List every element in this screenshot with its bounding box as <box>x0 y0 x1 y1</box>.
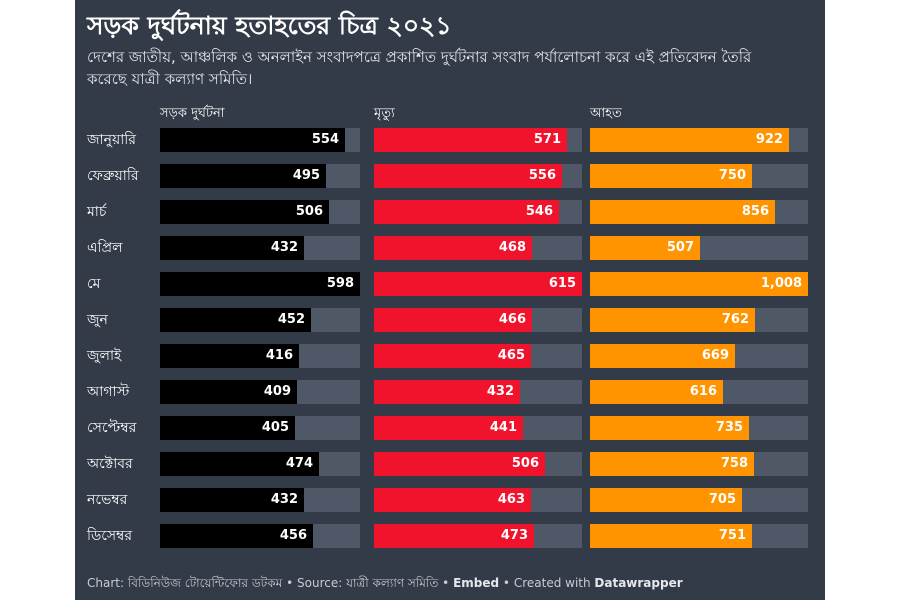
bar-deaths: 615 <box>374 272 582 296</box>
bar-deaths: 465 <box>374 344 531 368</box>
column-header-injured: আহত <box>590 106 622 121</box>
footer-chart-credit: Chart: বিডিনিউজ টোয়েন্টিফোর ডটকম <box>87 576 283 590</box>
footer-separator: • <box>438 576 454 590</box>
bar-injured: 751 <box>590 524 752 548</box>
bar-accidents: 506 <box>160 200 329 224</box>
row-label: মে <box>87 276 101 292</box>
bar-accidents: 554 <box>160 128 345 152</box>
bar-injured: 750 <box>590 164 752 188</box>
column-header-accidents: সড়ক দুর্ঘটনা <box>160 106 225 121</box>
bar-deaths: 432 <box>374 380 520 404</box>
row-label: অক্টোবর <box>87 456 133 472</box>
bar-deaths: 468 <box>374 236 532 260</box>
bar-injured: 758 <box>590 452 754 476</box>
row-label: সেপ্টেম্বর <box>87 420 137 436</box>
bar-accidents: 495 <box>160 164 326 188</box>
footer-embed-link[interactable]: Embed <box>453 576 500 590</box>
chart-title: সড়ক দুর্ঘটনায় হতাহতের চিত্র ২০২১ <box>87 11 452 40</box>
row-label: জুন <box>87 312 108 328</box>
bar-accidents: 474 <box>160 452 319 476</box>
bar-injured: 669 <box>590 344 735 368</box>
chart-panel: সড়ক দুর্ঘটনায় হতাহতের চিত্র ২০২১ দেশের… <box>75 0 825 600</box>
bar-injured: 616 <box>590 380 723 404</box>
bar-injured: 922 <box>590 128 789 152</box>
bar-accidents: 452 <box>160 308 311 332</box>
bar-deaths: 441 <box>374 416 523 440</box>
row-label: জানুয়ারি <box>87 132 136 148</box>
row-label: এপ্রিল <box>87 240 123 256</box>
bar-accidents: 416 <box>160 344 299 368</box>
row-label: আগাস্ট <box>87 384 130 400</box>
row-label: ফেব্রুয়ারি <box>87 168 139 184</box>
chart-footer: Chart: বিডিনিউজ টোয়েন্টিফোর ডটকম • Sour… <box>87 575 683 595</box>
footer-source: Source: যাত্রী কল্যাণ সমিতি <box>297 576 439 590</box>
row-label: মার্চ <box>87 204 107 220</box>
bar-injured: 735 <box>590 416 749 440</box>
bar-injured: 705 <box>590 488 742 512</box>
bar-accidents: 432 <box>160 488 304 512</box>
bar-accidents: 409 <box>160 380 297 404</box>
bar-injured: 856 <box>590 200 775 224</box>
chart-subtitle: দেশের জাতীয়, আঞ্চলিক ও অনলাইন সংবাদপত্র… <box>87 48 752 88</box>
footer-separator: • <box>499 576 514 590</box>
bar-injured: 1,008 <box>590 272 808 296</box>
bar-accidents: 432 <box>160 236 304 260</box>
bar-accidents: 456 <box>160 524 313 548</box>
bar-deaths: 473 <box>374 524 534 548</box>
column-header-deaths: মৃত্যু <box>374 106 395 121</box>
bar-accidents: 405 <box>160 416 295 440</box>
footer-datawrapper-link[interactable]: Datawrapper <box>594 576 683 590</box>
row-label: নভেম্বর <box>87 492 128 508</box>
bar-deaths: 466 <box>374 308 532 332</box>
row-label: জুলাই <box>87 348 122 364</box>
bar-accidents: 598 <box>160 272 360 296</box>
bar-deaths: 506 <box>374 452 545 476</box>
bar-deaths: 546 <box>374 200 559 224</box>
footer-separator: • <box>282 576 297 590</box>
bar-deaths: 556 <box>374 164 562 188</box>
bar-deaths: 571 <box>374 128 567 152</box>
footer-created-with: Created with <box>513 576 595 590</box>
bar-deaths: 463 <box>374 488 531 512</box>
bar-injured: 762 <box>590 308 755 332</box>
row-label: ডিসেম্বর <box>87 528 133 544</box>
bar-injured: 507 <box>590 236 700 260</box>
